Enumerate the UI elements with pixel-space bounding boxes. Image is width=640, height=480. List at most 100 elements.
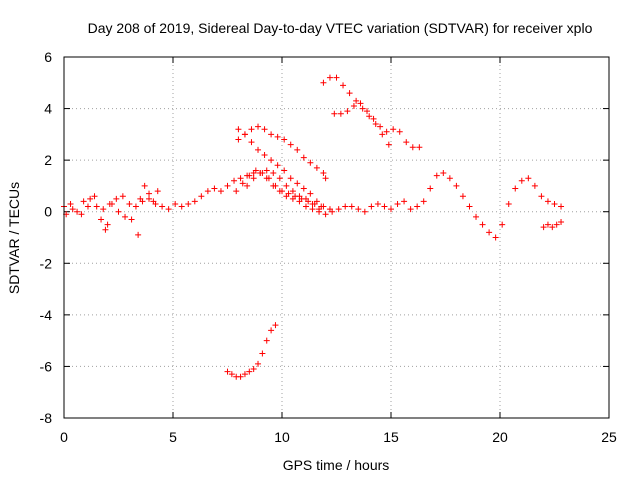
data-point: [233, 188, 240, 195]
data-point: [283, 182, 290, 189]
data-point: [300, 154, 307, 161]
data-point: [185, 200, 192, 207]
data-point: [331, 110, 338, 117]
data-point: [499, 221, 506, 228]
data-point: [98, 216, 105, 223]
data-point: [340, 82, 347, 89]
data-point: [473, 213, 480, 220]
data-point: [540, 224, 547, 231]
series-early-scatter: [63, 182, 161, 238]
data-point: [285, 190, 292, 197]
plot-frame: [63, 56, 610, 419]
data-point: [320, 170, 327, 177]
data-point: [84, 203, 91, 210]
series-baseline: [61, 170, 565, 241]
y-tick-label: -4: [40, 307, 53, 323]
data-point: [394, 200, 401, 207]
data-markers: [61, 74, 565, 380]
data-point: [74, 208, 81, 215]
data-point: [289, 188, 296, 195]
data-point: [355, 206, 362, 213]
data-point: [531, 182, 538, 189]
data-point: [558, 219, 565, 226]
x-tick-label: 5: [169, 429, 177, 445]
data-point: [239, 180, 246, 187]
data-point: [191, 198, 198, 205]
grid: [64, 57, 609, 418]
data-point: [479, 221, 486, 228]
data-point: [544, 198, 551, 205]
ticks: [63, 56, 610, 419]
data-point: [512, 185, 519, 192]
data-point: [553, 221, 560, 228]
data-point: [137, 195, 144, 202]
data-point: [80, 198, 87, 205]
data-point: [366, 113, 373, 120]
data-point: [381, 203, 388, 210]
data-point: [544, 221, 551, 228]
chart-title: Day 208 of 2019, Sidereal Day-to-day VTE…: [88, 20, 593, 36]
data-point: [359, 105, 366, 112]
data-point: [255, 123, 262, 130]
data-point: [237, 175, 244, 182]
data-point: [67, 200, 74, 207]
data-point: [87, 195, 94, 202]
data-point: [257, 170, 264, 177]
data-point: [268, 131, 275, 138]
data-point: [416, 144, 423, 151]
data-point: [309, 206, 316, 213]
data-point: [246, 368, 253, 375]
data-point: [263, 337, 270, 344]
data-point: [248, 139, 255, 146]
data-point: [235, 126, 242, 133]
data-point: [433, 172, 440, 179]
data-point: [326, 206, 333, 213]
data-point: [276, 175, 283, 182]
data-point: [237, 373, 244, 380]
data-point: [224, 368, 231, 375]
data-point: [279, 188, 285, 195]
data-point: [335, 206, 342, 213]
data-point: [385, 141, 392, 148]
y-tick-label: 2: [44, 152, 52, 168]
data-point: [372, 121, 379, 128]
data-point: [248, 126, 255, 133]
data-point: [322, 175, 329, 182]
data-point: [307, 159, 314, 166]
data-point: [309, 200, 316, 207]
data-point: [146, 190, 153, 197]
data-point: [244, 182, 251, 189]
data-point: [198, 193, 205, 200]
data-point: [353, 97, 360, 104]
data-point: [294, 146, 301, 153]
data-point: [558, 203, 565, 210]
y-tick-label: -6: [40, 358, 53, 374]
data-point: [505, 200, 512, 207]
data-point: [224, 182, 231, 189]
data-point: [333, 74, 340, 81]
data-point: [228, 371, 235, 378]
data-point: [150, 198, 157, 205]
x-tick-label: 10: [274, 429, 290, 445]
x-axis-label: GPS time / hours: [283, 457, 390, 473]
data-point: [377, 123, 384, 130]
data-point: [342, 203, 349, 210]
data-point: [322, 211, 329, 218]
data-point: [396, 128, 403, 135]
series-low-arc: [224, 322, 279, 380]
data-point: [287, 175, 294, 182]
x-tick-label: 15: [383, 429, 399, 445]
data-point: [141, 182, 148, 189]
data-point: [113, 195, 120, 202]
y-tick-label: -2: [40, 255, 53, 271]
data-point: [307, 190, 314, 197]
x-tick-label: 20: [492, 429, 508, 445]
data-point: [446, 175, 453, 182]
data-point: [388, 206, 394, 213]
data-point: [255, 146, 262, 153]
data-point: [122, 213, 129, 220]
data-point: [518, 177, 525, 184]
data-point: [272, 322, 279, 329]
data-point: [261, 151, 268, 158]
